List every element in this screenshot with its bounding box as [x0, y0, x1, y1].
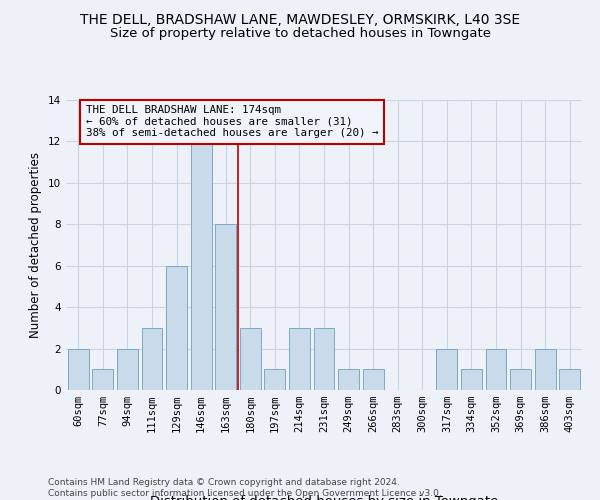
Bar — [215, 224, 236, 390]
Bar — [289, 328, 310, 390]
Bar — [265, 370, 286, 390]
Bar — [510, 370, 531, 390]
Bar — [535, 348, 556, 390]
Bar — [117, 348, 138, 390]
Bar — [362, 370, 383, 390]
Bar — [485, 348, 506, 390]
Text: Size of property relative to detached houses in Towngate: Size of property relative to detached ho… — [110, 28, 491, 40]
Bar — [436, 348, 457, 390]
Y-axis label: Number of detached properties: Number of detached properties — [29, 152, 43, 338]
Bar — [166, 266, 187, 390]
Bar — [191, 142, 212, 390]
Bar — [142, 328, 163, 390]
Bar — [68, 348, 89, 390]
Bar — [314, 328, 334, 390]
Bar — [92, 370, 113, 390]
Bar — [240, 328, 261, 390]
X-axis label: Distribution of detached houses by size in Towngate: Distribution of detached houses by size … — [150, 495, 498, 500]
Text: THE DELL BRADSHAW LANE: 174sqm
← 60% of detached houses are smaller (31)
38% of : THE DELL BRADSHAW LANE: 174sqm ← 60% of … — [86, 105, 378, 138]
Bar — [559, 370, 580, 390]
Bar — [461, 370, 482, 390]
Text: Contains HM Land Registry data © Crown copyright and database right 2024.
Contai: Contains HM Land Registry data © Crown c… — [48, 478, 442, 498]
Bar — [338, 370, 359, 390]
Text: THE DELL, BRADSHAW LANE, MAWDESLEY, ORMSKIRK, L40 3SE: THE DELL, BRADSHAW LANE, MAWDESLEY, ORMS… — [80, 12, 520, 26]
